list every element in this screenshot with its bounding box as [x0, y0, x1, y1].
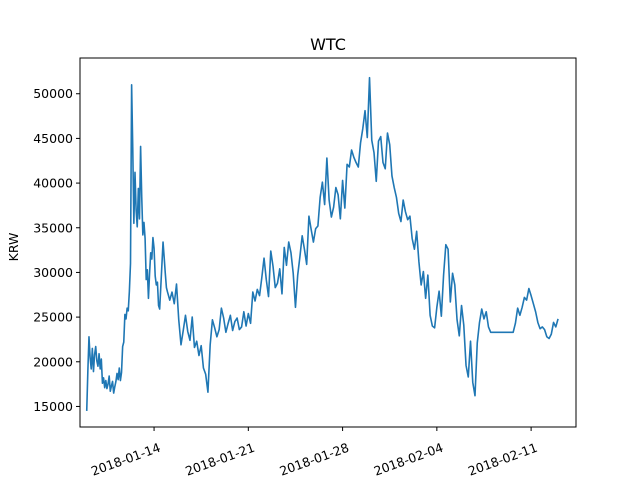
y-tick-label: 40000: [33, 176, 73, 191]
y-axis: 15000 20000 25000 30000 35000 40000 45000 50000: [33, 86, 80, 414]
plot-frame: [79, 57, 577, 428]
y-tick-label: 45000: [33, 131, 73, 146]
y-tick-label: 20000: [33, 354, 73, 369]
y-axis-label: KRW: [6, 233, 21, 262]
series-line: [85, 76, 559, 411]
y-tick-label: 25000: [33, 310, 73, 325]
y-tick-label: 15000: [33, 399, 73, 414]
y-tick-label: 35000: [33, 220, 73, 235]
y-tick-label: 50000: [33, 86, 73, 101]
y-tick-label: 30000: [33, 265, 73, 280]
chart-title: WTC: [310, 35, 346, 54]
